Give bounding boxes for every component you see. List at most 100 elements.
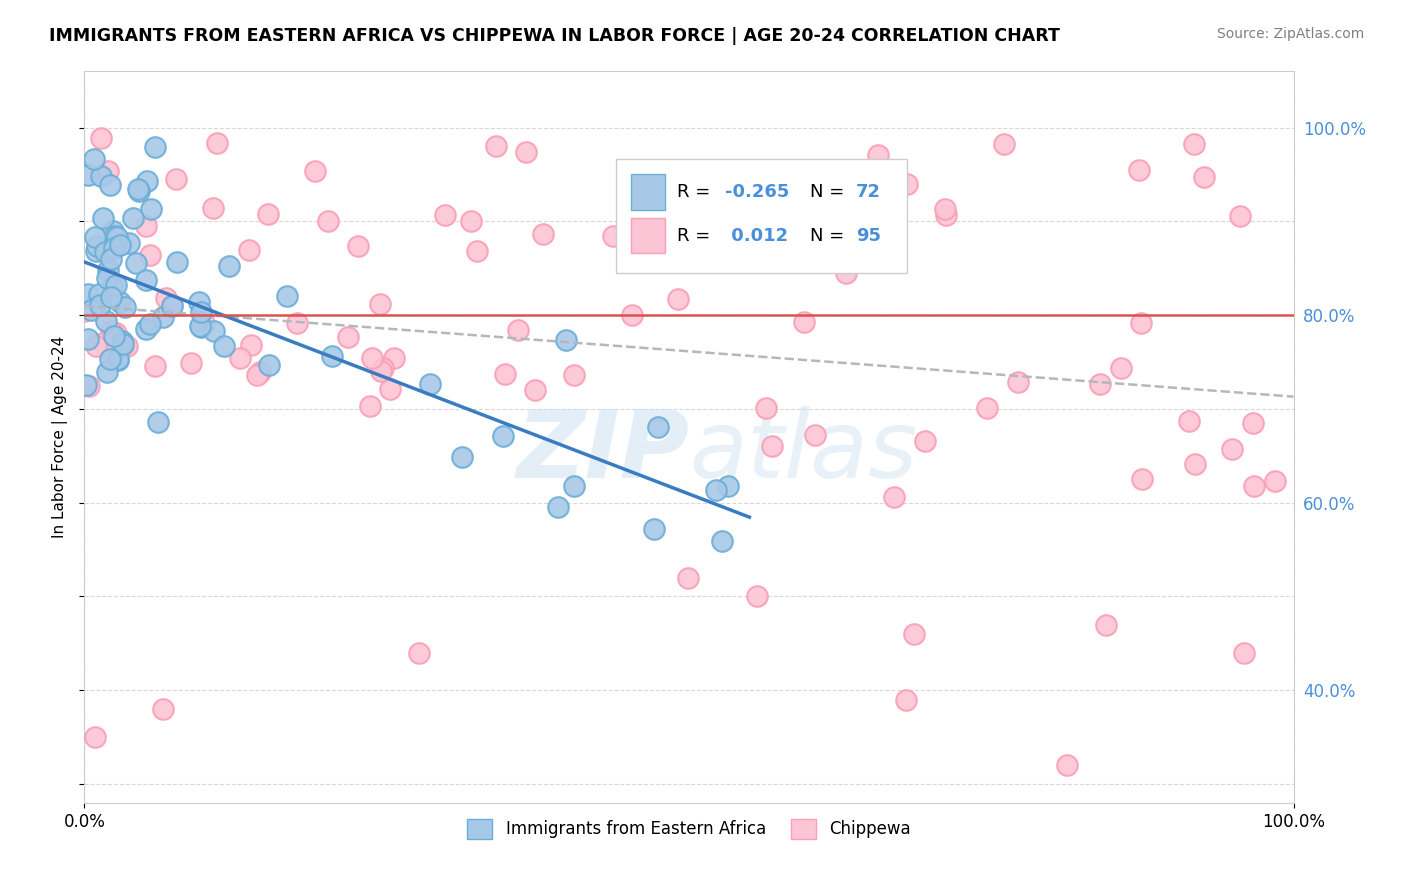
Point	[96, 270, 118, 285]
Point	[380, 382, 402, 396]
Point	[122, 211, 145, 225]
Point	[165, 172, 187, 186]
Point	[100, 324, 122, 338]
Point	[564, 368, 586, 382]
Point	[506, 323, 529, 337]
Point	[717, 479, 740, 493]
Point	[105, 229, 128, 244]
Point	[321, 349, 343, 363]
Point	[77, 379, 100, 393]
Point	[835, 266, 858, 280]
Point	[868, 148, 890, 162]
Point	[1129, 316, 1152, 330]
Point	[135, 322, 157, 336]
Point	[83, 153, 105, 167]
Point	[676, 571, 699, 585]
Point	[465, 244, 488, 259]
Point	[1264, 475, 1286, 489]
Point	[408, 646, 430, 660]
Point	[115, 339, 138, 353]
Point	[103, 329, 125, 343]
Text: 0.012: 0.012	[725, 227, 789, 245]
Point	[108, 294, 131, 309]
Point	[643, 523, 665, 537]
Bar	[631, 219, 665, 253]
Point	[91, 211, 114, 226]
Point	[1130, 472, 1153, 486]
Point	[162, 299, 184, 313]
Point	[180, 356, 202, 370]
Point	[371, 361, 394, 376]
Point	[547, 500, 569, 515]
Point	[135, 273, 157, 287]
Point	[1243, 478, 1265, 492]
Point	[647, 420, 669, 434]
Point	[1056, 758, 1078, 772]
Point	[935, 208, 957, 222]
Point	[97, 164, 120, 178]
Point	[747, 590, 769, 604]
Point	[114, 300, 136, 314]
Point	[187, 295, 209, 310]
Point	[1007, 375, 1029, 389]
Point	[135, 219, 157, 233]
Point	[737, 169, 759, 183]
FancyBboxPatch shape	[616, 159, 907, 273]
Point	[450, 450, 472, 465]
Point	[202, 201, 225, 215]
Point	[896, 692, 918, 706]
Point	[1182, 137, 1205, 152]
Point	[654, 166, 676, 180]
Text: 95: 95	[856, 227, 880, 245]
Point	[896, 177, 918, 191]
Point	[89, 298, 111, 312]
Text: atlas: atlas	[689, 406, 917, 497]
Point	[162, 298, 184, 312]
Point	[240, 338, 263, 352]
Point	[218, 259, 240, 273]
Point	[1088, 376, 1111, 391]
Point	[562, 479, 585, 493]
Point	[903, 627, 925, 641]
Point	[1233, 646, 1256, 660]
Point	[84, 229, 107, 244]
Point	[96, 314, 118, 328]
Point	[360, 351, 382, 366]
Point	[83, 297, 105, 311]
Point	[190, 305, 212, 319]
Point	[229, 351, 252, 366]
Point	[100, 291, 122, 305]
Point	[146, 415, 169, 429]
Point	[205, 136, 228, 150]
Point	[84, 339, 107, 353]
Point	[914, 434, 936, 449]
Point	[118, 235, 141, 250]
Point	[96, 365, 118, 379]
Point	[883, 490, 905, 504]
Point	[104, 326, 127, 341]
Point	[704, 483, 727, 497]
Point	[246, 368, 269, 383]
Point	[711, 534, 734, 549]
Point	[1109, 360, 1132, 375]
Point	[84, 730, 107, 744]
Point	[75, 378, 97, 392]
Point	[100, 252, 122, 266]
Point	[336, 330, 359, 344]
Point	[190, 319, 212, 334]
Point	[103, 224, 125, 238]
Point	[73, 303, 96, 318]
Point	[368, 297, 391, 311]
Point	[485, 138, 508, 153]
Point	[94, 244, 117, 259]
Point	[1177, 414, 1199, 428]
Point	[138, 248, 160, 262]
Point	[382, 351, 405, 366]
Point	[524, 383, 547, 397]
Text: ZIP: ZIP	[516, 406, 689, 498]
Point	[104, 278, 127, 293]
Text: R =: R =	[676, 227, 716, 245]
Point	[166, 255, 188, 269]
Point	[190, 320, 212, 334]
Point	[155, 291, 177, 305]
